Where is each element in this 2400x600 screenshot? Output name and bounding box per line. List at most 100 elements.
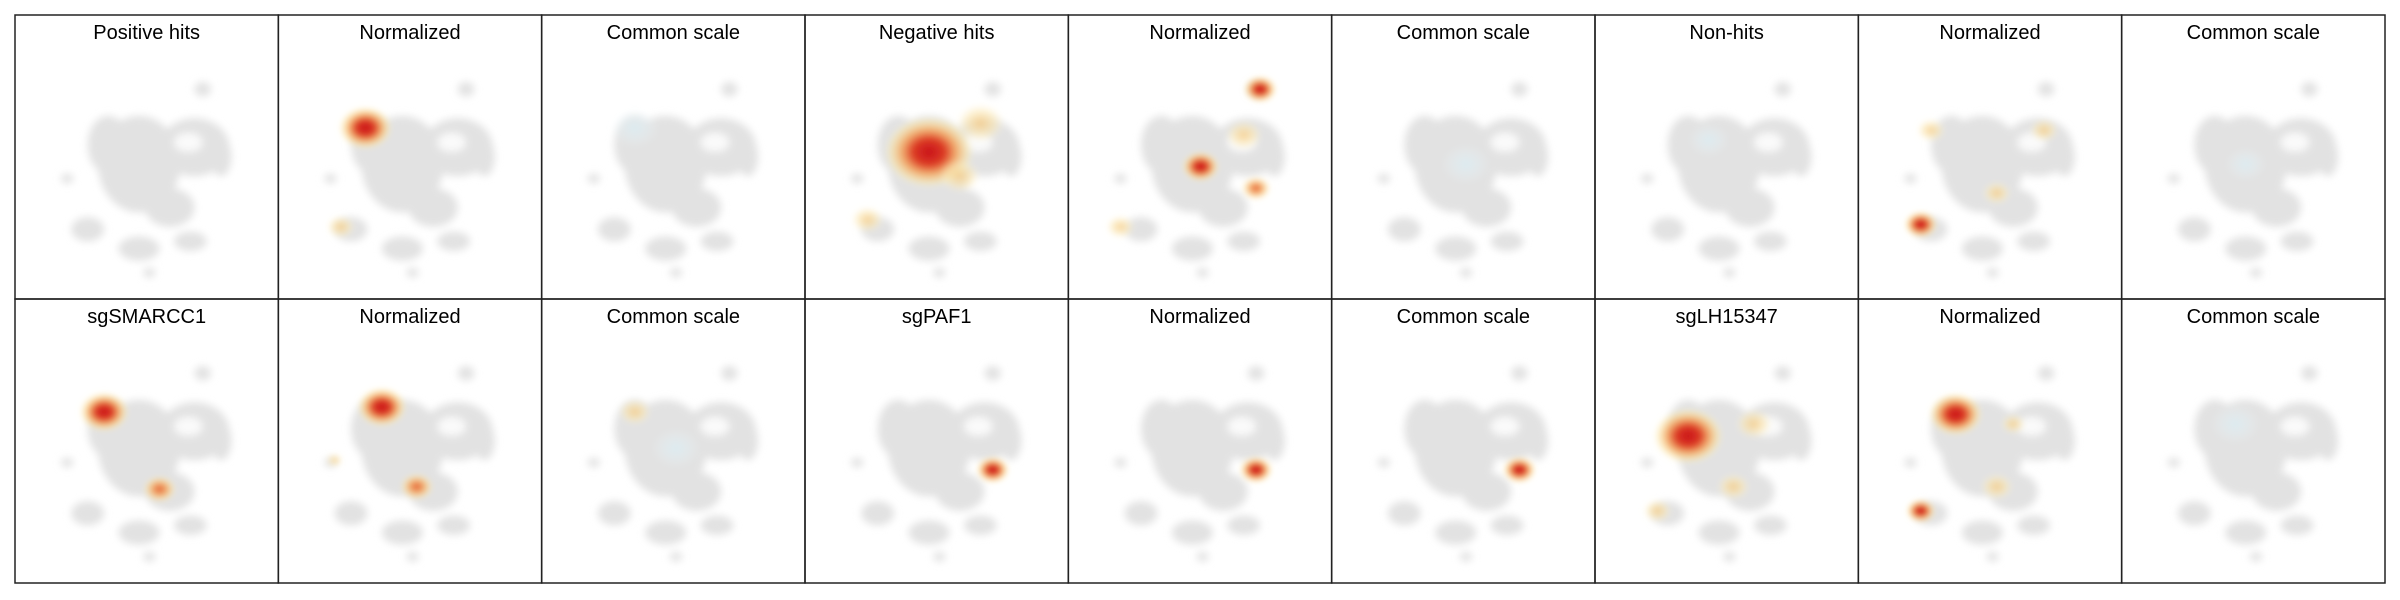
cell-cluster [71, 501, 105, 526]
cell-cluster [1725, 188, 1775, 227]
cell-cluster [457, 366, 475, 381]
cell-cluster [2317, 137, 2339, 177]
cell-cluster [1264, 137, 1285, 177]
cluster-hole [963, 416, 993, 437]
density-blob [1182, 151, 1220, 182]
cell-cluster [1196, 267, 1209, 278]
density-blob [955, 103, 1006, 143]
cell-cluster [850, 173, 864, 184]
cell-cluster [406, 551, 419, 562]
cell-cluster [597, 217, 631, 242]
cell-cluster [933, 551, 946, 562]
density-overlay [976, 456, 1010, 483]
cell-cluster [2017, 231, 2051, 252]
cell-cluster [2301, 82, 2318, 97]
cell-cluster [908, 236, 950, 261]
cluster-hole [1227, 416, 1257, 437]
cluster-hole [2280, 132, 2310, 153]
panel: Common scale [540, 14, 806, 300]
panel-border [2120, 298, 2386, 584]
cell-cluster [2249, 267, 2263, 278]
embedding-shape [60, 82, 232, 278]
cell-cluster [669, 267, 683, 278]
cell-cluster [1511, 82, 1528, 97]
density-overlay [2210, 404, 2261, 444]
cell-cluster [2037, 82, 2055, 97]
cell-cluster [933, 267, 946, 278]
cell-cluster [2280, 231, 2314, 252]
panel-title: Common scale [607, 22, 740, 44]
density-overlay [1441, 144, 1491, 184]
embedding-shape [2167, 82, 2339, 278]
panel: Normalized [277, 298, 543, 584]
density-overlay [1106, 76, 1277, 239]
panel: Non-hits [1594, 14, 1860, 300]
cell-cluster [737, 421, 759, 461]
cell-cluster [721, 82, 738, 97]
cell-cluster [408, 188, 458, 227]
panel: Common scale [1330, 14, 1596, 300]
density-blob [1643, 499, 1672, 523]
density-blob [1735, 409, 1773, 439]
density-overlay [1904, 118, 2059, 238]
cell-cluster [2167, 173, 2180, 184]
cell-cluster [1986, 551, 1999, 562]
cell-cluster [334, 501, 368, 526]
panel: Normalized [1067, 14, 1333, 300]
cell-cluster [1723, 267, 1736, 278]
cell-cluster [1459, 267, 1473, 278]
cell-cluster [1698, 520, 1740, 545]
cluster-hole [1490, 132, 1520, 153]
cell-cluster [173, 231, 207, 252]
cell-cluster [1264, 421, 1285, 461]
cell-cluster [2225, 236, 2267, 261]
embedding-shape [1114, 366, 1285, 562]
cell-cluster [2037, 366, 2055, 381]
cell-cluster [861, 501, 895, 526]
embedding-shape [2167, 366, 2339, 562]
density-blob [1980, 473, 2014, 500]
cell-cluster [700, 231, 734, 252]
cell-cluster [1435, 520, 1477, 545]
panel-title: Normalized [359, 306, 460, 328]
density-blob [651, 428, 701, 468]
cluster-hole [2280, 416, 2310, 437]
density-blob [1239, 456, 1273, 483]
panel: Normalized [277, 14, 543, 300]
panel: Normalized [1857, 298, 2123, 584]
panel: Common scale [1330, 298, 1596, 584]
density-blob [357, 387, 407, 427]
cell-cluster [1753, 231, 1787, 252]
density-overlay [1906, 392, 2026, 523]
panel: Normalized [1857, 14, 2123, 300]
cell-cluster [2301, 366, 2318, 381]
cell-cluster [143, 267, 156, 278]
cell-cluster [984, 82, 1001, 97]
cell-cluster [173, 515, 207, 536]
cluster-hole [437, 132, 467, 153]
panel-title: Positive hits [93, 22, 200, 44]
density-overlay [326, 387, 434, 500]
density-blob [1906, 499, 1936, 523]
cell-cluster [1000, 137, 1022, 177]
cell-cluster [60, 457, 74, 468]
cell-cluster [1753, 515, 1787, 536]
cell-cluster [2177, 217, 2211, 242]
cell-cluster [645, 520, 687, 545]
embedding-shape [1904, 366, 2075, 562]
cell-cluster [587, 173, 600, 184]
cluster-hole [700, 132, 730, 153]
embedding-shape [1904, 82, 2075, 278]
cell-cluster [1790, 421, 1812, 461]
cell-cluster [1527, 421, 1549, 461]
density-overlay [1502, 456, 1536, 483]
panel: Negative hits [804, 14, 1070, 300]
cell-cluster [1198, 472, 1248, 511]
panel-title: sgSMARCC1 [87, 306, 206, 328]
cell-cluster [1461, 472, 1512, 511]
cell-cluster [645, 236, 687, 261]
cluster-hole [700, 416, 730, 437]
cell-cluster [1461, 188, 1512, 227]
cell-cluster [87, 115, 129, 174]
